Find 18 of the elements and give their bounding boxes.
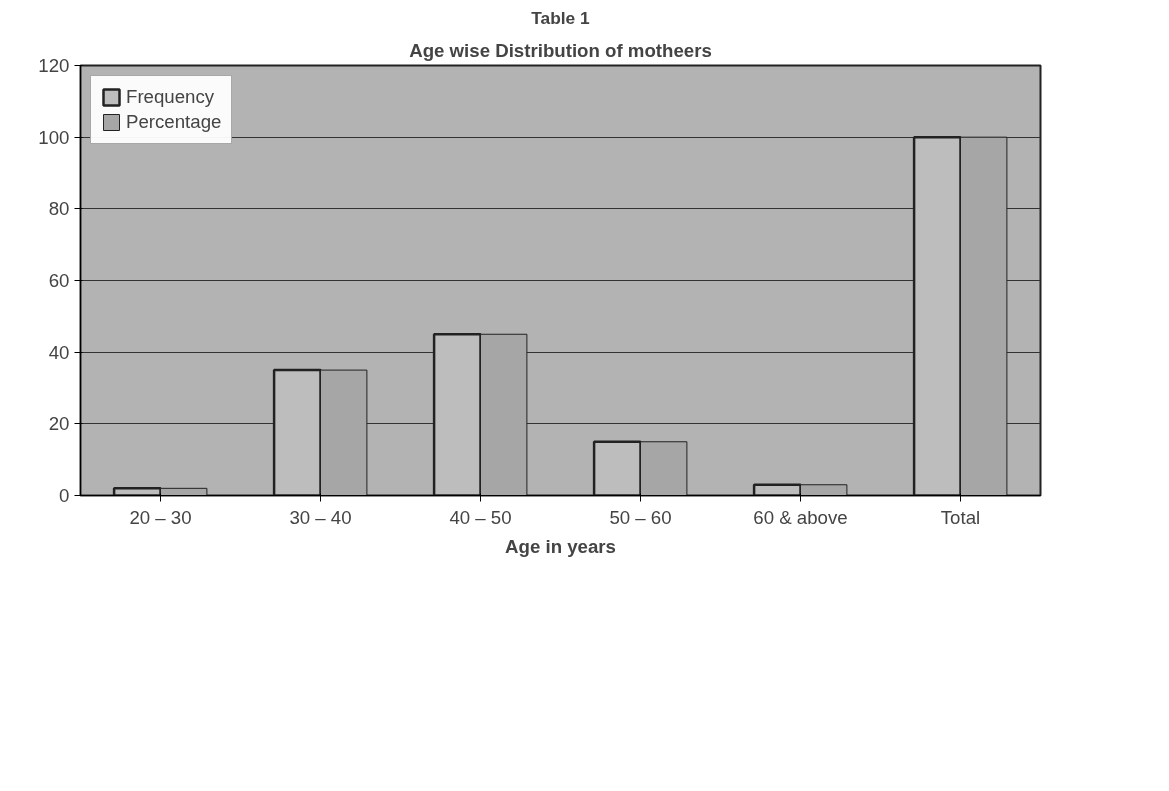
y-tick-label: 60 xyxy=(48,270,70,291)
x-tick-label: 20 – 30 xyxy=(129,506,192,528)
x-tick-label: 60 & above xyxy=(753,506,848,528)
x-tick-label: 30 – 40 xyxy=(289,506,352,528)
y-tick-label: 0 xyxy=(59,485,70,506)
x-tick-label: Total xyxy=(940,506,981,528)
legend-label: Frequency xyxy=(126,86,215,108)
y-tick-label: 120 xyxy=(38,55,70,76)
y-tick-label: 80 xyxy=(48,198,70,220)
y-tick-label: 100 xyxy=(38,126,70,148)
y-tick-label: 40 xyxy=(48,341,70,363)
y-tick-label: 20 xyxy=(48,413,70,435)
x-tick-label: 40 – 50 xyxy=(449,506,512,528)
chart-subtitle: Age wise Distribution of motheers xyxy=(409,39,712,61)
x-tick-label: 50 – 60 xyxy=(609,506,672,528)
legend-label: Percentage xyxy=(126,111,222,133)
x-axis-title: Age in years xyxy=(505,535,616,557)
chart-title: Table 1 xyxy=(531,7,591,28)
